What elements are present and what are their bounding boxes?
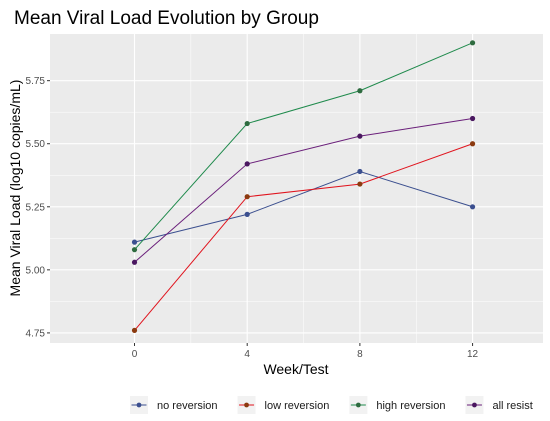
- legend-key-point: [244, 402, 249, 408]
- legend: no reversion low reversion high reversion a…: [130, 396, 533, 414]
- legend-label: low reversion: [265, 400, 330, 412]
- series-line-no-reversion: [134, 170, 473, 243]
- legend-key-point: [355, 402, 361, 408]
- data-point-high-reversion: [357, 88, 363, 94]
- series-line-high-reversion: [134, 42, 473, 251]
- y-tick-label: 5.00: [26, 265, 46, 276]
- legend-item: high reversion: [349, 396, 445, 414]
- series-line-all-resist: [134, 118, 473, 263]
- legend-key-point: [136, 402, 142, 408]
- legend-item: all resist: [465, 396, 533, 414]
- data-point-no-reversion: [469, 204, 476, 210]
- data-point-all-resist: [357, 133, 363, 139]
- data-point-high-reversion: [244, 120, 250, 127]
- grid-lines: [50, 34, 543, 343]
- data-point-high-reversion: [131, 247, 138, 253]
- x-axis-ticks: 0 4 8 12: [132, 343, 479, 360]
- y-tick-label: 4.75: [26, 328, 46, 339]
- data-points: [131, 40, 476, 333]
- legend-label: all resist: [492, 400, 532, 412]
- series-line-low-reversion: [134, 143, 473, 331]
- data-point-no-reversion: [131, 239, 138, 245]
- data-point-low-reversion: [357, 181, 363, 187]
- series-lines: [134, 42, 473, 331]
- legend-label: no reversion: [157, 400, 218, 412]
- data-point-low-reversion: [244, 194, 250, 200]
- data-point-no-reversion: [357, 168, 363, 175]
- x-tick-label: 4: [244, 349, 250, 360]
- y-axis-ticks: 4.75 5.00 5.25 5.50 5.75: [26, 76, 50, 339]
- y-tick-label: 5.50: [26, 139, 46, 150]
- chart-title: Mean Viral Load Evolution by Group: [14, 8, 319, 29]
- x-tick-label: 0: [132, 349, 138, 360]
- x-tick-label: 12: [467, 349, 479, 360]
- plot-panel: [50, 34, 543, 343]
- data-point-high-reversion: [469, 40, 476, 46]
- legend-item: no reversion: [130, 396, 218, 414]
- data-point-low-reversion: [131, 327, 138, 333]
- data-point-all-resist: [244, 161, 250, 167]
- data-point-all-resist: [469, 115, 476, 122]
- legend-label: high reversion: [376, 400, 445, 412]
- legend-key-point: [472, 402, 477, 408]
- y-tick-label: 5.75: [26, 76, 46, 87]
- data-point-all-resist: [131, 259, 138, 265]
- y-axis-title: Mean Viral Load (log10 copies/mL): [7, 80, 23, 297]
- data-point-low-reversion: [469, 141, 476, 147]
- x-axis-title: Week/Test: [263, 361, 328, 377]
- x-tick-label: 8: [357, 349, 363, 360]
- legend-item: low reversion: [237, 396, 330, 414]
- y-tick-label: 5.25: [26, 202, 46, 213]
- data-point-no-reversion: [244, 211, 250, 217]
